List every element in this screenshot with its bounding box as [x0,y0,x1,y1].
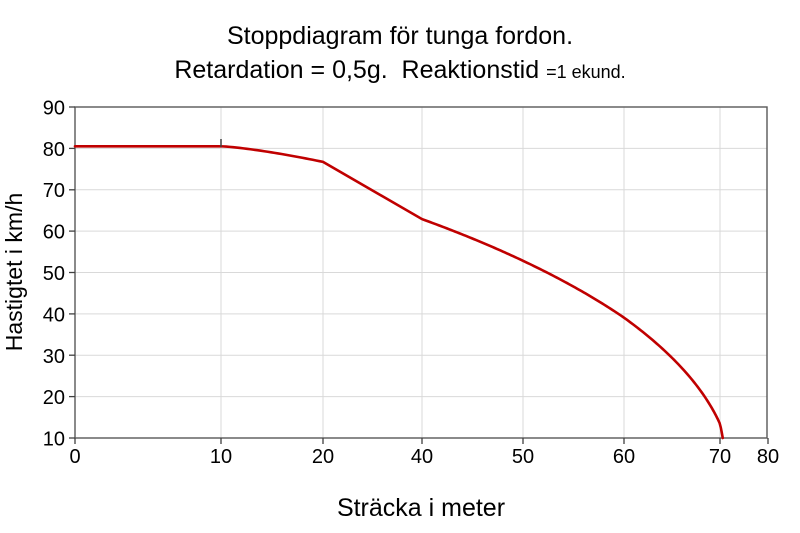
svg-text:60: 60 [43,222,65,244]
svg-text:Hastigtet i km/h: Hastigtet i km/h [1,193,27,352]
svg-text:0: 0 [69,446,80,468]
svg-text:70: 70 [709,446,731,468]
svg-text:Sträcka i meter: Sträcka i meter [337,494,505,522]
svg-text:10: 10 [210,446,232,468]
svg-text:20: 20 [312,446,334,468]
svg-text:30: 30 [43,346,65,368]
svg-text:50: 50 [43,263,65,285]
svg-text:60: 60 [613,446,635,468]
svg-text:10: 10 [43,429,65,451]
svg-text:50: 50 [512,446,534,468]
svg-text:20: 20 [43,387,65,409]
svg-text:80: 80 [43,139,65,161]
svg-text:40: 40 [43,304,65,326]
svg-text:40: 40 [411,446,433,468]
svg-text:80: 80 [757,446,779,468]
svg-text:90: 90 [43,98,65,120]
svg-text:70: 70 [43,180,65,202]
